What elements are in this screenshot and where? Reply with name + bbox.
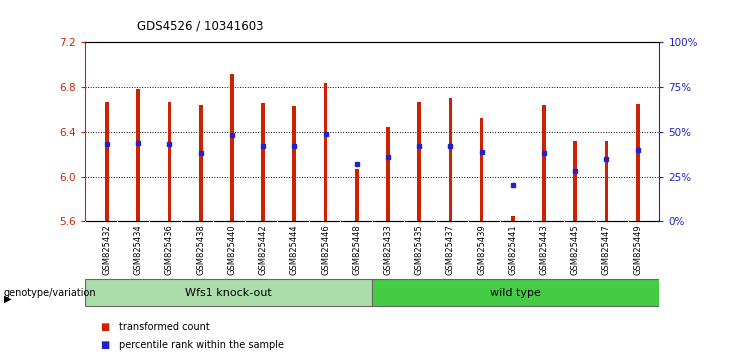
Text: ■: ■ <box>100 322 109 332</box>
Text: transformed count: transformed count <box>119 322 209 332</box>
Text: GSM825441: GSM825441 <box>508 224 517 275</box>
Text: GSM825448: GSM825448 <box>352 224 362 275</box>
Text: GSM825442: GSM825442 <box>259 224 268 275</box>
Text: Wfs1 knock-out: Wfs1 knock-out <box>185 288 272 298</box>
Bar <box>355 169 359 221</box>
Bar <box>293 106 296 221</box>
Bar <box>542 105 546 221</box>
Bar <box>636 104 639 221</box>
Bar <box>605 141 608 221</box>
Text: ■: ■ <box>100 340 109 350</box>
Bar <box>199 105 202 221</box>
Text: GSM825446: GSM825446 <box>321 224 330 275</box>
Text: ▶: ▶ <box>4 294 11 304</box>
Bar <box>105 102 109 221</box>
Text: GSM825443: GSM825443 <box>539 224 548 275</box>
FancyBboxPatch shape <box>372 279 659 307</box>
Text: GSM825436: GSM825436 <box>165 224 174 275</box>
Bar <box>448 98 452 221</box>
Text: wild type: wild type <box>491 288 542 298</box>
Bar <box>167 102 171 221</box>
Bar <box>479 119 483 221</box>
Text: GSM825437: GSM825437 <box>446 224 455 275</box>
Text: GSM825449: GSM825449 <box>633 224 642 275</box>
Text: GSM825444: GSM825444 <box>290 224 299 275</box>
Text: GDS4526 / 10341603: GDS4526 / 10341603 <box>137 19 264 33</box>
Text: GSM825440: GSM825440 <box>227 224 236 275</box>
Bar <box>574 141 577 221</box>
Text: GSM825447: GSM825447 <box>602 224 611 275</box>
Text: GSM825435: GSM825435 <box>415 224 424 275</box>
Bar <box>230 74 233 221</box>
Text: GSM825438: GSM825438 <box>196 224 205 275</box>
Text: GSM825445: GSM825445 <box>571 224 579 275</box>
FancyBboxPatch shape <box>85 279 372 307</box>
Text: percentile rank within the sample: percentile rank within the sample <box>119 340 284 350</box>
Bar <box>262 103 265 221</box>
Text: GSM825432: GSM825432 <box>102 224 112 275</box>
Text: GSM825439: GSM825439 <box>477 224 486 275</box>
Text: genotype/variation: genotype/variation <box>4 288 96 298</box>
Bar <box>511 216 515 221</box>
Bar <box>324 83 328 221</box>
Bar <box>417 102 421 221</box>
Text: GSM825434: GSM825434 <box>134 224 143 275</box>
Bar <box>136 90 140 221</box>
Bar <box>386 127 390 221</box>
Text: GSM825433: GSM825433 <box>383 224 393 275</box>
